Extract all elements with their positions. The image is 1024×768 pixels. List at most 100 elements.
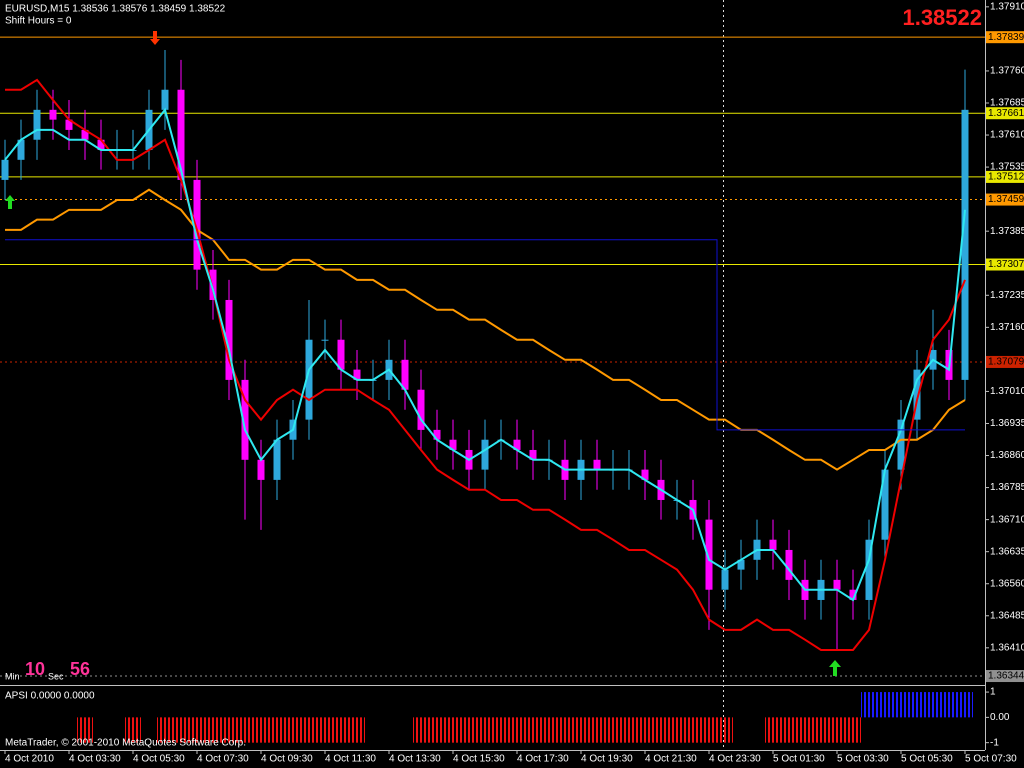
- apsi-bar: [669, 717, 685, 743]
- candle-body: [273, 439, 281, 480]
- footer: MetaTrader, © 2001-2010 MetaQuotes Softw…: [5, 738, 246, 749]
- apsi-bar: [445, 717, 461, 743]
- x-tick-label: 4 Oct 13:30: [389, 754, 441, 765]
- level-label: 1.37307: [988, 259, 1024, 270]
- candle-body: [865, 539, 873, 600]
- x-tick-label: 4 Oct 09:30: [261, 754, 313, 765]
- candle-body: [177, 89, 185, 180]
- candle-body: [961, 109, 969, 380]
- apsi-bar: [589, 717, 605, 743]
- apsi-bar: [765, 717, 781, 743]
- apsi-bar: [237, 717, 253, 743]
- apsi-bar: [125, 717, 141, 743]
- candle-body: [161, 89, 169, 110]
- y-tick-label: 1.36635: [990, 546, 1024, 557]
- x-tick-label: 4 Oct 23:30: [709, 754, 761, 765]
- candle-body: [241, 379, 249, 460]
- candle-body: [769, 539, 777, 550]
- y-tick-label: 1.36860: [990, 450, 1024, 461]
- level-label: 1.36344: [988, 671, 1024, 682]
- candle-body: [513, 439, 521, 450]
- y-tick-label: 1.36560: [990, 578, 1024, 589]
- x-tick-label: 4 Oct 11:30: [325, 754, 376, 765]
- candle-body: [97, 139, 105, 150]
- level-box: [986, 258, 1024, 271]
- x-tick-label: 4 Oct 03:30: [69, 754, 121, 765]
- candle-body: [529, 449, 537, 460]
- candle-body: [433, 429, 441, 440]
- y-tick-label: 1.37235: [990, 290, 1024, 301]
- plot-area: [0, 36, 985, 743]
- level-label: 1.37512: [988, 172, 1024, 183]
- apsi-bar: [301, 717, 317, 743]
- y-tick-label: 1.37385: [990, 226, 1024, 237]
- y-tick-label: 1.37535: [990, 162, 1024, 173]
- level-label: 1.37661: [988, 108, 1024, 119]
- apsi-bar: [845, 717, 861, 743]
- apsi-bar: [893, 692, 909, 718]
- level-box: [986, 107, 1024, 120]
- y-tick-label: 1.37610: [990, 130, 1024, 141]
- apsi-bar: [925, 692, 941, 718]
- apsi-bar: [525, 717, 541, 743]
- y-tick-label: 1.36410: [990, 642, 1024, 653]
- apsi-bar: [205, 717, 221, 743]
- y-tick-label: 1.37685: [990, 98, 1024, 109]
- candle-body: [785, 549, 793, 580]
- apsi-bar: [349, 717, 365, 743]
- apsi-bar: [77, 717, 93, 743]
- candle-body: [1, 159, 9, 180]
- candle-body: [337, 339, 345, 370]
- apsi-bar: [813, 717, 829, 743]
- apsi-bar: [637, 717, 653, 743]
- y-tick-label: 1.36710: [990, 514, 1024, 525]
- y-tick-label: -1: [990, 737, 999, 748]
- x-tick-label: 4 Oct 17:30: [517, 754, 569, 765]
- candle-body: [257, 459, 265, 480]
- level-box: [986, 670, 1024, 683]
- candle-body: [49, 109, 57, 120]
- candle-body: [737, 559, 745, 570]
- apsi-bar: [333, 717, 349, 743]
- candle-body: [17, 139, 25, 160]
- apsi-bar: [413, 717, 429, 743]
- indicator-line: [5, 239, 965, 431]
- apsi-bar: [173, 717, 189, 743]
- apsi-bar: [493, 717, 509, 743]
- candle-body: [225, 299, 233, 380]
- indicator-title: APSI 0.0000 0.0000: [5, 691, 95, 702]
- y-tick-label: 1.37910: [990, 1, 1024, 12]
- candle-body: [417, 389, 425, 430]
- level-box: [986, 31, 1024, 44]
- last-price: 1.38522: [902, 5, 982, 30]
- indicator-line: [4, 107, 966, 602]
- y-tick-label: 1.37160: [990, 322, 1024, 333]
- timer-min: 10: [25, 659, 45, 679]
- x-tick-label: 4 Oct 05:30: [133, 754, 185, 765]
- candle-body: [81, 129, 89, 140]
- apsi-bar: [701, 717, 717, 743]
- x-tick-label: 5 Oct 05:30: [901, 754, 953, 765]
- candle-body: [353, 369, 361, 380]
- x-tick-label: 4 Oct 21:30: [645, 754, 697, 765]
- apsi-bar: [605, 717, 621, 743]
- apsi-bar: [221, 717, 237, 743]
- y-tick-label: 1.37760: [990, 66, 1024, 77]
- x-tick-label: 4 Oct 19:30: [581, 754, 633, 765]
- candle-body: [481, 439, 489, 470]
- candle-body: [881, 469, 889, 540]
- apsi-bar: [285, 717, 301, 743]
- apsi-bar: [957, 692, 973, 718]
- apsi-bar: [253, 717, 269, 743]
- apsi-bar: [941, 692, 957, 718]
- y-tick-label: 1.37010: [990, 386, 1024, 397]
- apsi-bar: [685, 717, 701, 743]
- apsi-bar: [781, 717, 797, 743]
- y-tick-label: 0.00: [990, 712, 1010, 723]
- apsi-bar: [509, 717, 525, 743]
- level-label: 1.37079: [988, 357, 1024, 368]
- candle-body: [305, 339, 313, 420]
- candle-body: [641, 469, 649, 480]
